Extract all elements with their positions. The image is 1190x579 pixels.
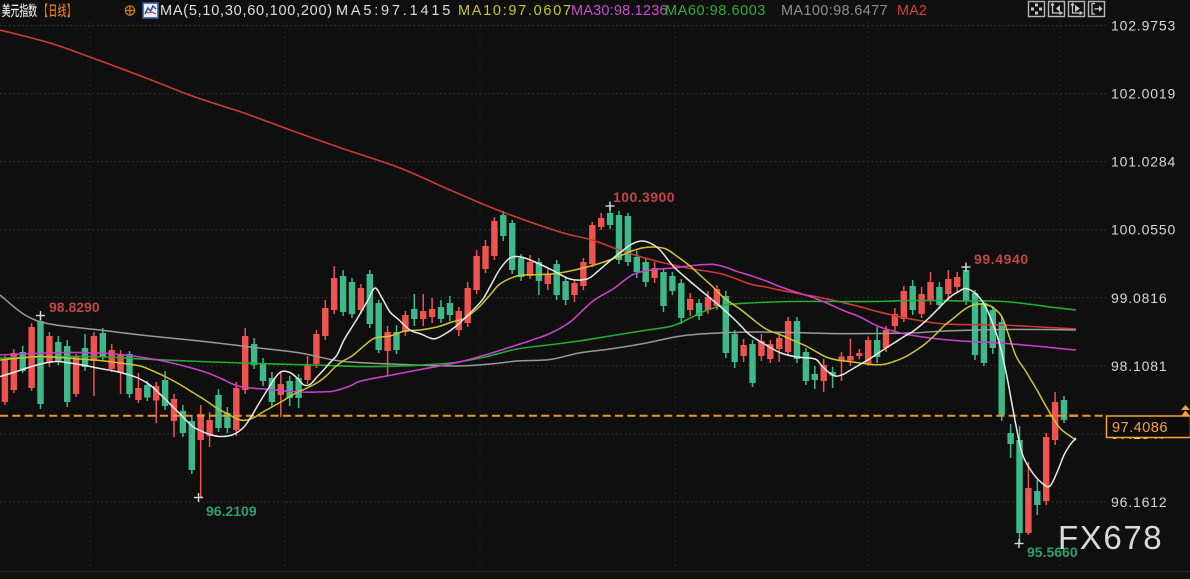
svg-text:98.1081: 98.1081 (1111, 358, 1168, 374)
svg-text:102.0019: 102.0019 (1111, 86, 1176, 102)
svg-text:MA30:98.1236: MA30:98.1236 (571, 3, 668, 19)
svg-text:99.0816: 99.0816 (1111, 290, 1168, 306)
svg-text:96.2109: 96.2109 (206, 503, 257, 519)
svg-text:FX678: FX678 (1058, 519, 1163, 556)
svg-text:99.4940: 99.4940 (974, 251, 1029, 267)
svg-text:MA2: MA2 (897, 3, 927, 19)
svg-text:101.0284: 101.0284 (1111, 154, 1176, 170)
svg-text:MA10:97.0607: MA10:97.0607 (458, 3, 573, 19)
svg-text:MA5:97.1415: MA5:97.1415 (336, 3, 453, 19)
svg-text:97.4086: 97.4086 (1112, 420, 1168, 436)
svg-text:MA60:98.6003: MA60:98.6003 (665, 3, 766, 19)
svg-text:102.9753: 102.9753 (1111, 18, 1176, 34)
svg-text:MA(5,10,30,60,100,200): MA(5,10,30,60,100,200) (160, 3, 333, 19)
svg-text:100.3900: 100.3900 (613, 189, 675, 205)
svg-text:MA100:98.6477: MA100:98.6477 (781, 3, 888, 19)
svg-text:98.8290: 98.8290 (49, 299, 100, 315)
svg-text:100.0550: 100.0550 (1111, 222, 1176, 238)
svg-text:96.1612: 96.1612 (1111, 494, 1168, 510)
